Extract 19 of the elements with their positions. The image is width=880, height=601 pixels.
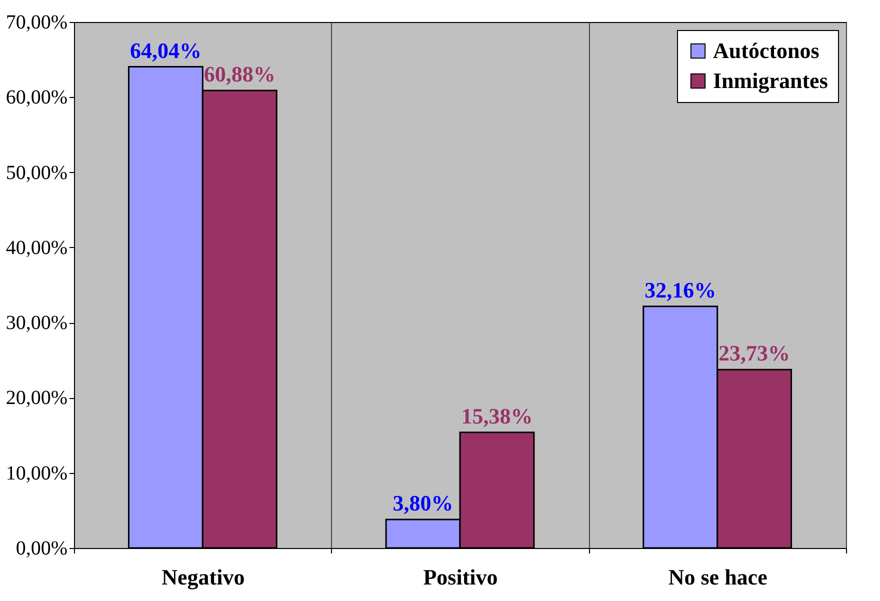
x-tick-label: Negativo	[162, 564, 245, 590]
data-label: 23,73%	[718, 340, 790, 366]
y-tick-label: 20,00%	[6, 387, 68, 410]
legend-label: Autóctonos	[713, 38, 820, 63]
legend-label: Inmigrantes	[713, 68, 828, 93]
data-label: 64,04%	[130, 38, 202, 63]
y-tick-label: 10,00%	[6, 462, 68, 484]
x-tick-label: No se hace	[668, 564, 768, 590]
data-label: 15,38%	[461, 403, 533, 428]
y-tick-label: 60,00%	[6, 86, 68, 109]
data-label: 3,80%	[392, 490, 454, 516]
y-tick-label: 40,00%	[6, 236, 68, 259]
data-label: 60,88%	[204, 62, 276, 87]
y-tick-label: 70,00%	[6, 12, 68, 34]
y-tick-label: 30,00%	[6, 312, 68, 334]
data-label: 32,16%	[644, 277, 716, 302]
y-tick-label: 0,00%	[16, 538, 68, 560]
x-tick-label: Positivo	[423, 564, 498, 590]
y-tick-label: 50,00%	[6, 162, 68, 184]
